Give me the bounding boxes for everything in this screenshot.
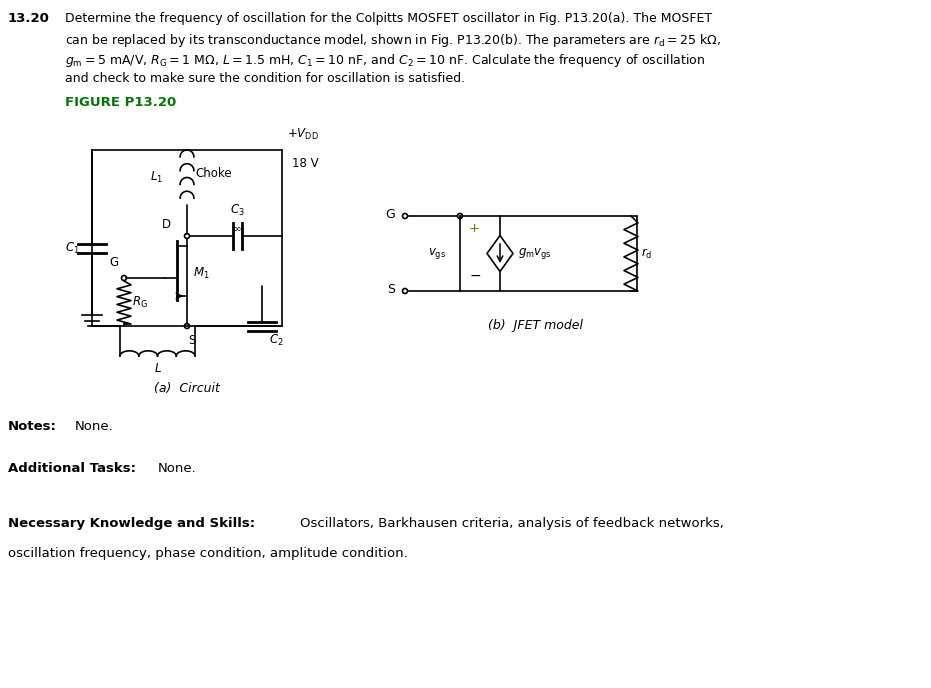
- Text: Choke: Choke: [195, 167, 232, 180]
- Text: $C_3$: $C_3$: [230, 203, 244, 218]
- Text: $v_\mathrm{gs}$: $v_\mathrm{gs}$: [428, 246, 446, 261]
- Text: None.: None.: [75, 420, 114, 433]
- Text: $M_1$: $M_1$: [193, 266, 209, 281]
- Text: $L$: $L$: [154, 362, 161, 375]
- Text: $C_1$: $C_1$: [65, 240, 80, 255]
- Text: $L_1$: $L_1$: [150, 170, 163, 185]
- Text: Additional Tasks:: Additional Tasks:: [8, 462, 136, 475]
- Text: None.: None.: [158, 462, 196, 475]
- Text: oscillation frequency, phase condition, amplitude condition.: oscillation frequency, phase condition, …: [8, 547, 408, 560]
- Text: (a)  Circuit: (a) Circuit: [154, 382, 220, 395]
- Text: FIGURE P13.20: FIGURE P13.20: [65, 96, 176, 109]
- Text: $+V_\mathrm{DD}$: $+V_\mathrm{DD}$: [287, 127, 319, 142]
- Text: $C_2$: $C_2$: [269, 333, 284, 348]
- Text: 13.20: 13.20: [8, 12, 50, 25]
- Text: D: D: [162, 218, 171, 231]
- Text: +: +: [469, 222, 480, 235]
- Text: 18 V: 18 V: [292, 157, 318, 170]
- Text: $r_\mathrm{d}$: $r_\mathrm{d}$: [641, 246, 653, 261]
- Text: S: S: [387, 283, 395, 296]
- Text: $g_\mathrm{m} = 5\ \mathrm{mA/V}$, $R_\mathrm{G} = 1\ \mathrm{M\Omega}$, $L = 1.: $g_\mathrm{m} = 5\ \mathrm{mA/V}$, $R_\m…: [65, 52, 705, 69]
- Text: Determine the frequency of oscillation for the Colpitts MOSFET oscillator in Fig: Determine the frequency of oscillation f…: [65, 12, 712, 25]
- Text: Oscillators, Barkhausen criteria, analysis of feedback networks,: Oscillators, Barkhausen criteria, analys…: [300, 517, 724, 530]
- Text: Notes:: Notes:: [8, 420, 57, 433]
- Text: (b)  JFET model: (b) JFET model: [489, 319, 584, 332]
- Text: $-$: $-$: [469, 268, 481, 282]
- Text: and check to make sure the condition for oscillation is satisfied.: and check to make sure the condition for…: [65, 72, 466, 85]
- Text: $R_\mathrm{G}$: $R_\mathrm{G}$: [132, 295, 148, 310]
- Text: S: S: [188, 334, 196, 347]
- Text: G: G: [109, 256, 118, 269]
- Text: Necessary Knowledge and Skills:: Necessary Knowledge and Skills:: [8, 517, 255, 530]
- Text: G: G: [385, 208, 395, 220]
- Text: can be replaced by its transconductance model, shown in Fig. P13.20(b). The para: can be replaced by its transconductance …: [65, 32, 722, 49]
- Text: $\infty$: $\infty$: [232, 223, 242, 233]
- Text: $g_\mathrm{m}v_\mathrm{gs}$: $g_\mathrm{m}v_\mathrm{gs}$: [518, 246, 552, 261]
